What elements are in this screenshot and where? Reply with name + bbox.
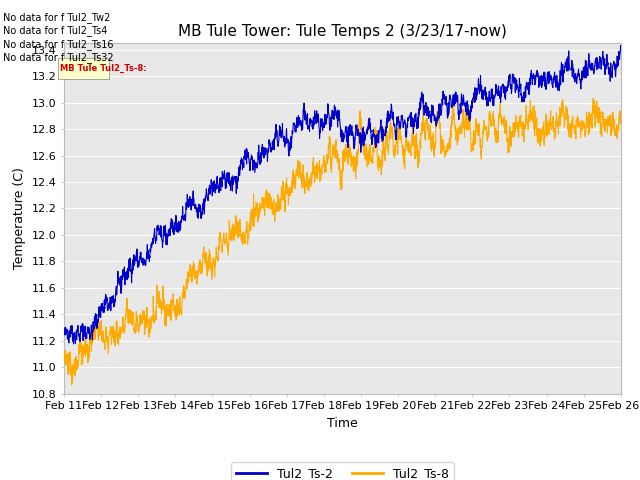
Text: No data for f Tul2_Ts4: No data for f Tul2_Ts4	[3, 25, 108, 36]
Text: No data for f Tul2_Ts32: No data for f Tul2_Ts32	[3, 52, 114, 63]
Text: No data for f Tul2_Tw2: No data for f Tul2_Tw2	[3, 12, 111, 23]
Y-axis label: Temperature (C): Temperature (C)	[13, 168, 26, 269]
X-axis label: Time: Time	[327, 417, 358, 430]
Legend: Tul2_Ts-2, Tul2_Ts-8: Tul2_Ts-2, Tul2_Ts-8	[231, 462, 454, 480]
Text: No data for f Tul2_Ts16: No data for f Tul2_Ts16	[3, 39, 114, 50]
Title: MB Tule Tower: Tule Temps 2 (3/23/17-now): MB Tule Tower: Tule Temps 2 (3/23/17-now…	[178, 24, 507, 39]
Text: MB Tule Tul2_Ts-8:: MB Tule Tul2_Ts-8:	[60, 64, 147, 73]
